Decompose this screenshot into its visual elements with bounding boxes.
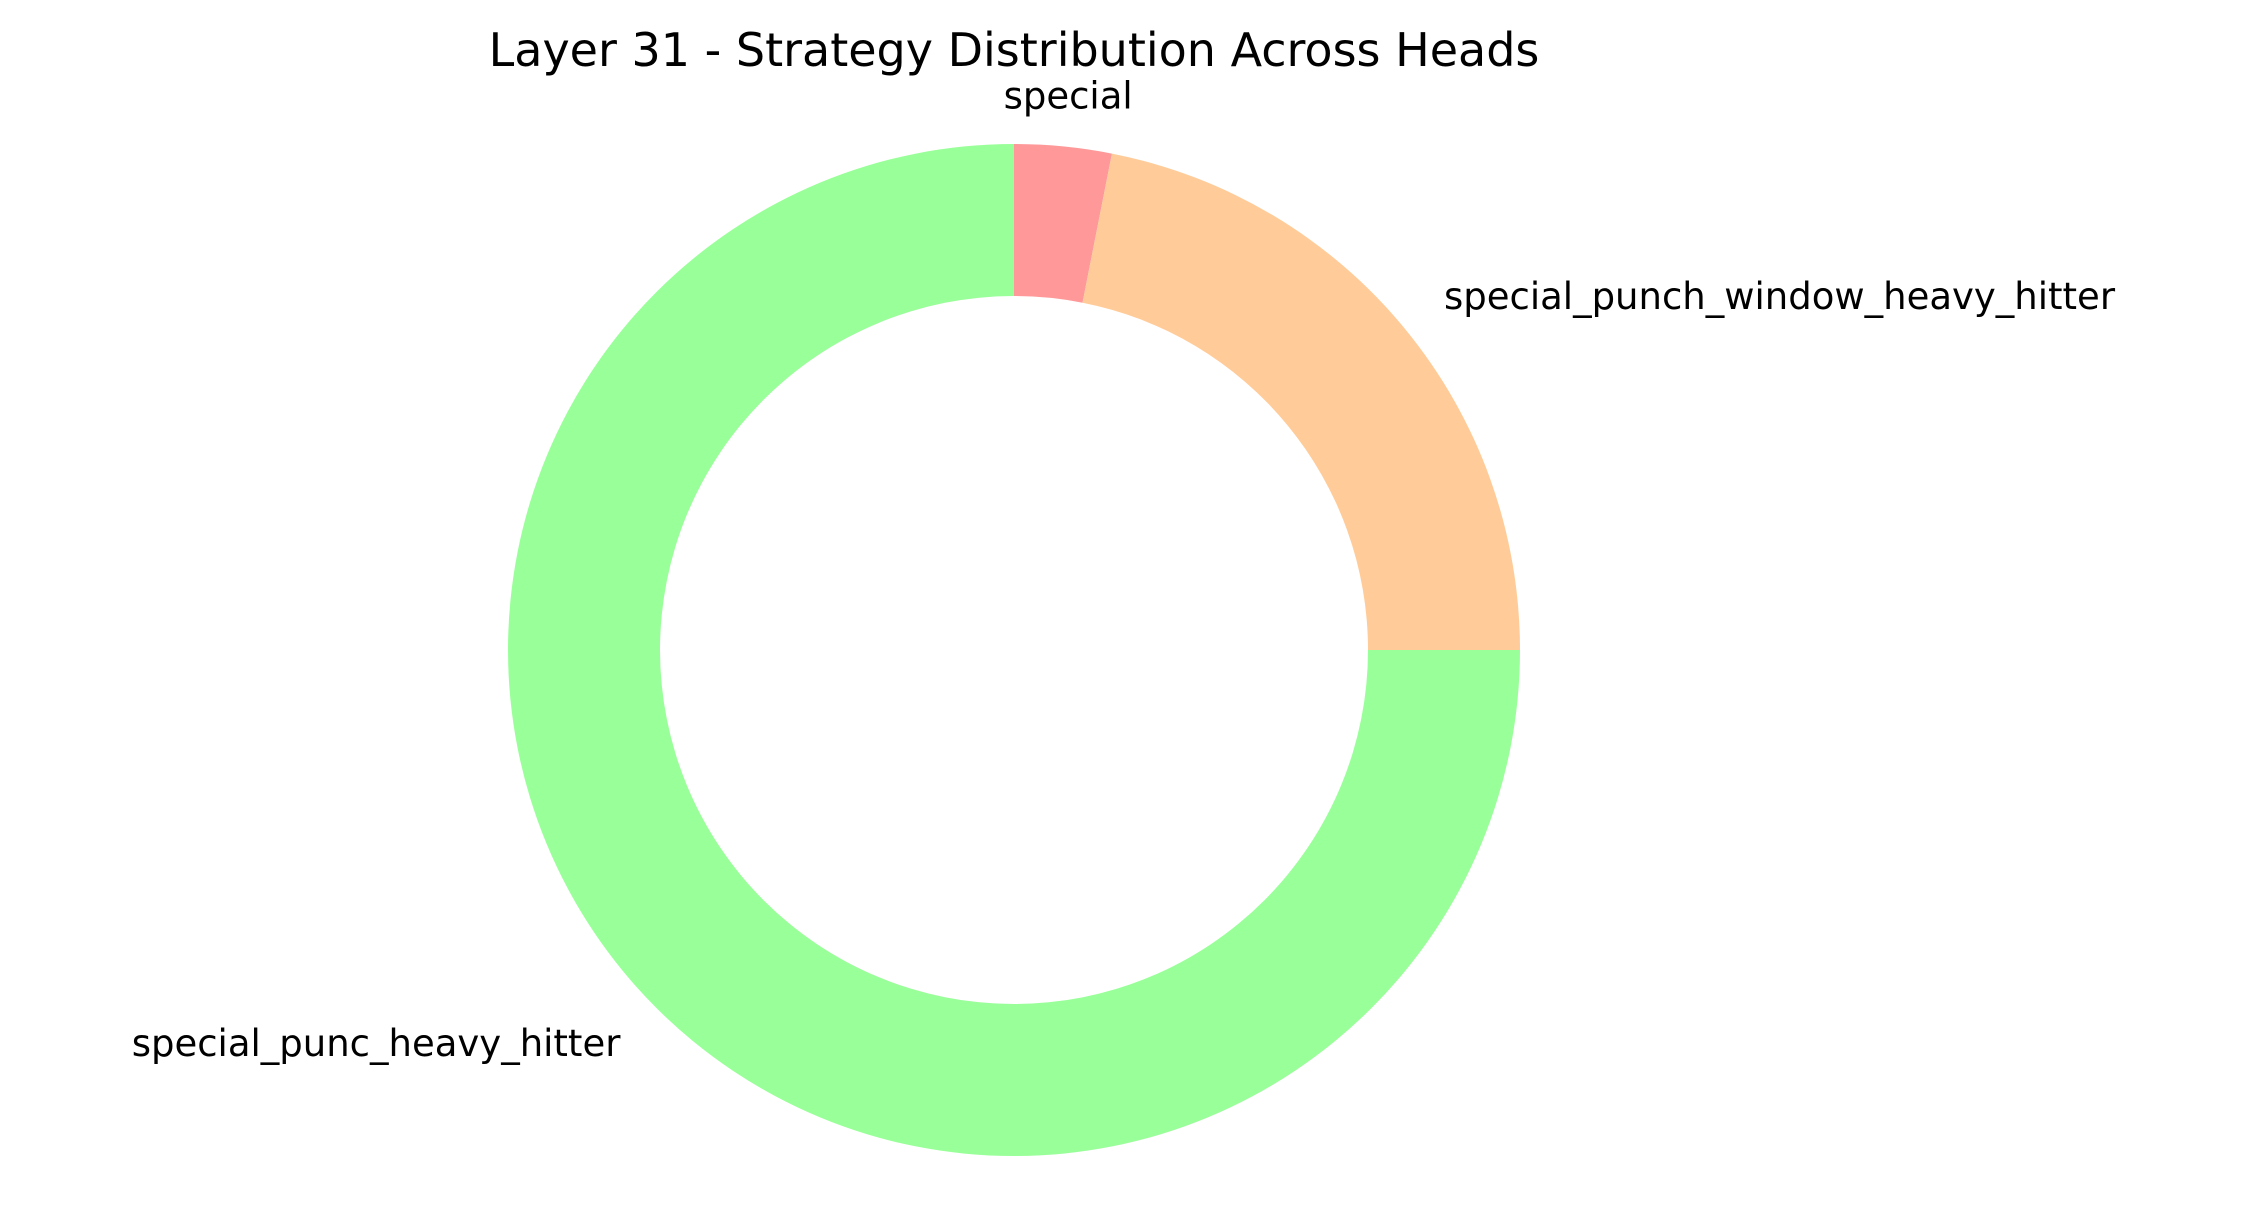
slice-special [1014,144,1112,303]
chart-title: Layer 31 - Strategy Distribution Across … [489,23,1540,77]
slice-special-punc-heavy-hitter [508,144,1520,1156]
slice-label-special: special [1004,75,1133,118]
donut-slices [508,144,1520,1156]
slice-special-punch-window-heavy-hitter [1082,153,1520,651]
slice-label-special-punch-window-heavy-hitter: special_punch_window_heavy_hitter [1444,275,2116,318]
slice-label-special-punc-heavy-hitter: special_punc_heavy_hitter [132,1022,622,1065]
slice-labels: special special_punch_window_heavy_hitter… [132,75,2116,1066]
